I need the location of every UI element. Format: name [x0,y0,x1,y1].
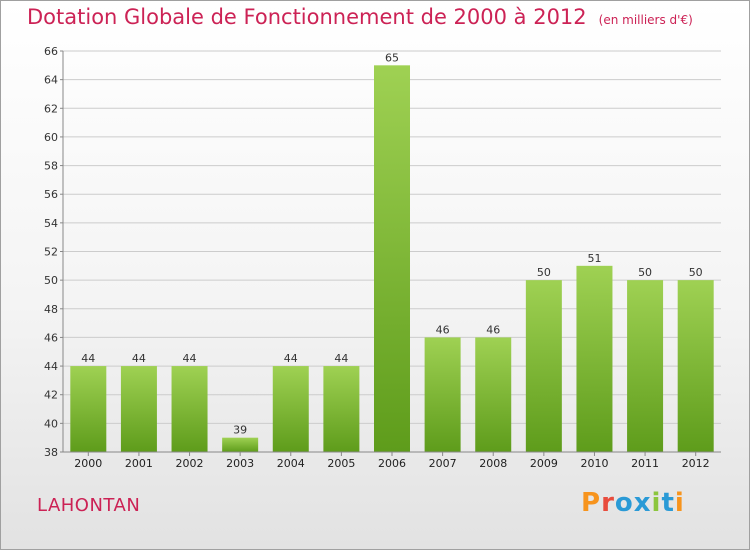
bar-value-label: 46 [486,323,500,336]
bar-value-label: 46 [436,323,450,336]
x-tick-label: 2006 [378,457,406,470]
bar-value-label: 44 [132,352,146,365]
y-tick-label: 38 [44,446,58,459]
bar [272,366,309,452]
bar [424,337,461,452]
bar-value-label: 39 [233,424,247,437]
chart-title: Dotation Globale de Fonctionnement de 20… [27,5,693,29]
bar-value-label: 50 [689,266,703,279]
x-tick-label: 2000 [74,457,102,470]
y-tick-label: 62 [44,102,58,115]
bar-value-label: 44 [183,352,197,365]
bars [70,65,714,453]
y-tick-label: 40 [44,417,58,430]
y-tick-label: 66 [44,45,58,58]
bar-value-label: 65 [385,51,399,64]
bar-value-label: 50 [638,266,652,279]
place-name: LAHONTAN [37,495,141,516]
chart-title-text: Dotation Globale de Fonctionnement de 20… [27,5,587,29]
logo-letter: P [581,488,602,518]
x-tick-label: 2007 [429,457,457,470]
bar [576,265,613,452]
bar-value-label: 50 [537,266,551,279]
x-tick-label: 2002 [176,457,204,470]
bar-value-label: 44 [81,352,95,365]
bar [70,366,107,452]
bar [120,366,157,452]
bar [475,337,512,452]
bar-value-label: 44 [284,352,298,365]
logo-letter: r [601,488,615,518]
chart-subtitle: (en milliers d'€) [598,13,693,27]
labels: 38 40 42 44 46 48 50 52 54 56 58 60 62 64 66 44 2000 44 20… [44,45,710,470]
y-tick-label: 64 [44,74,58,87]
logo-letter: x [633,488,652,518]
logo-letter: i [651,488,662,518]
logo-letter: i [674,488,685,518]
bar-value-label: 51 [587,252,601,265]
axes [60,50,721,456]
y-tick-label: 52 [44,246,58,259]
bar [171,366,208,452]
y-tick-label: 44 [44,360,58,373]
y-tick-label: 54 [44,217,58,230]
y-tick-label: 42 [44,389,58,402]
y-tick-label: 50 [44,274,58,287]
x-tick-label: 2010 [580,457,608,470]
x-tick-label: 2009 [530,457,558,470]
x-tick-label: 2001 [125,457,153,470]
logo-letter: t [661,488,675,518]
bar [525,280,562,452]
y-tick-label: 58 [44,160,58,173]
proxiti-logo[interactable]: Proxiti [581,488,685,518]
y-tick-label: 48 [44,303,58,316]
y-tick-label: 46 [44,331,58,344]
bar [374,65,410,453]
bar [677,280,714,452]
y-tick-label: 56 [44,188,58,201]
x-tick-label: 2008 [479,457,507,470]
bar [323,366,360,452]
bar-value-label: 44 [334,352,348,365]
x-tick-label: 2012 [682,457,710,470]
logo-letter: o [614,488,634,518]
x-tick-label: 2011 [631,457,659,470]
x-tick-label: 2003 [226,457,254,470]
x-tick-label: 2005 [327,457,355,470]
bar [627,280,664,452]
x-tick-label: 2004 [277,457,305,470]
y-tick-label: 60 [44,131,58,144]
bar [222,437,259,452]
